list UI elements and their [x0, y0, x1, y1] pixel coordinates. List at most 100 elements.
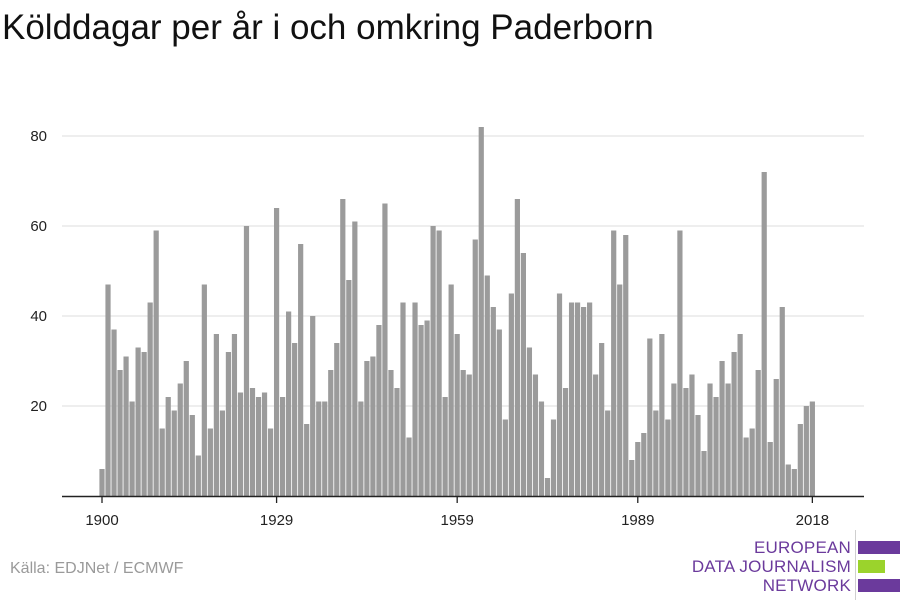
y-tick-label: 60: [30, 218, 47, 235]
x-tick-label: 1989: [621, 512, 654, 529]
bar: 1938: 28: [328, 370, 334, 496]
y-tick-label: 80: [30, 128, 47, 145]
y-tick-label: 40: [30, 308, 47, 325]
bar: 1968: 45: [508, 293, 514, 496]
bar: 1969: 66: [514, 199, 520, 496]
x-tick-label: 1900: [85, 512, 118, 529]
bar: 1993: 36: [659, 334, 665, 496]
bar: 1997: 24: [683, 388, 689, 496]
bar: 1959: 36: [454, 334, 460, 496]
bar: 2014: 7: [785, 464, 791, 496]
bar: 1978: 43: [568, 302, 575, 496]
bar: 1989: 12: [635, 442, 641, 496]
bar: 1909: 59: [153, 230, 159, 496]
bar: 1947: 65: [382, 203, 388, 496]
bar: 1926: 22: [255, 397, 262, 496]
bar: 1944: 30: [364, 361, 370, 496]
bar: 2015: 6: [791, 469, 797, 496]
bar: 1967: 17: [502, 419, 508, 496]
x-tick-label: 1929: [260, 512, 293, 529]
bar: 2012: 26: [773, 379, 779, 496]
bar: 1906: 33: [135, 347, 141, 496]
bar: 1988: 8: [629, 460, 635, 496]
bar: 1955: 60: [430, 226, 436, 496]
bar: 2010: 72: [761, 172, 767, 496]
bar: 1952: 43: [412, 302, 418, 496]
bar: 1911: 22: [165, 397, 171, 496]
bar: 1977: 24: [562, 388, 569, 496]
bar: 2008: 15: [749, 428, 755, 496]
bar: 1915: 18: [189, 415, 195, 496]
bar: 1922: 36: [231, 334, 238, 496]
bar: 1928: 15: [267, 428, 274, 496]
bar: 2018: 21: [809, 401, 815, 496]
bar: 1958: 47: [448, 284, 454, 496]
bar: 1945: 31: [370, 356, 376, 496]
logo-bar-green: [858, 560, 885, 573]
bar: 2009: 28: [755, 370, 761, 496]
bar: 1913: 25: [177, 383, 183, 496]
bar: 1901: 47: [105, 284, 111, 496]
source-note: Källa: EDJNet / ECMWF: [10, 560, 184, 577]
bar: 1960: 28: [460, 370, 466, 496]
bar: 2011: 12: [767, 442, 773, 496]
bar: 1925: 24: [249, 388, 256, 496]
bar: 1912: 19: [171, 410, 177, 496]
logo-line-1: EUROPEAN: [753, 538, 851, 557]
logo-line-2: DATA JOURNALISM: [691, 557, 851, 576]
bar: 1917: 47: [201, 284, 207, 496]
bar: 1975: 17: [550, 419, 557, 496]
bar: 1936: 21: [316, 401, 322, 496]
bar: 1999: 18: [695, 415, 701, 496]
bar: 1929: 64: [273, 208, 280, 496]
bar: 1972: 27: [532, 374, 539, 496]
bar: 1953: 38: [418, 325, 424, 496]
bar: 1956: 59: [436, 230, 442, 496]
bar: 2003: 30: [719, 361, 725, 496]
bar: 1966: 37: [496, 329, 502, 496]
bar: 1983: 34: [599, 343, 605, 496]
bar: 1905: 21: [129, 401, 135, 496]
bar: 1962: 57: [472, 239, 478, 496]
bar: 1935: 40: [310, 316, 316, 496]
bar: 2013: 42: [779, 307, 785, 496]
bar: 1903: 28: [117, 370, 123, 496]
gridlines: [62, 135, 864, 407]
logo-divider: [855, 530, 856, 600]
bar: 1950: 43: [400, 302, 406, 496]
bar: 2002: 22: [713, 397, 719, 496]
bar: 1954: 39: [424, 320, 430, 496]
bar: 2005: 32: [731, 352, 737, 496]
bar: 2006: 36: [737, 334, 743, 496]
bar: 1961: 27: [466, 374, 472, 496]
bar: 1940: 66: [340, 199, 346, 496]
bar: 1964: 49: [484, 275, 490, 496]
bar: 1907: 32: [141, 352, 147, 496]
bar: 1927: 23: [261, 392, 268, 496]
bar: 1918: 15: [207, 428, 213, 496]
bar: 1946: 38: [376, 325, 382, 496]
bar: 2000: 10: [701, 451, 707, 496]
x-tick-label: 2018: [796, 512, 829, 529]
bar: 1984: 19: [605, 410, 611, 496]
bar: 1921: 32: [225, 352, 232, 496]
bar: 1934: 16: [304, 424, 310, 496]
bar: 1942: 61: [352, 221, 358, 496]
bar: 1943: 21: [358, 401, 364, 496]
bar: 1976: 45: [556, 293, 563, 496]
logo-bar-purple-bottom: [858, 579, 900, 592]
bar: 1937: 21: [322, 401, 328, 496]
bar: 1994: 17: [665, 419, 671, 496]
bar: 1995: 25: [671, 383, 677, 496]
bar: 1971: 33: [526, 347, 533, 496]
bar: 1916: 9: [195, 455, 201, 496]
bar: 1949: 24: [394, 388, 400, 496]
edjnet-logo: EUROPEAN DATA JOURNALISM NETWORK: [690, 530, 900, 600]
logo-line-3: NETWORK: [762, 576, 851, 595]
bar-chart: 1900: 61901: 471902: 371903: 281904: 311…: [30, 127, 864, 529]
bar: 1970: 54: [520, 253, 526, 496]
bar: 2017: 20: [803, 406, 809, 496]
bar: 1933: 56: [298, 244, 304, 496]
bar: 1919: 36: [213, 334, 219, 496]
bar: 1965: 42: [490, 307, 496, 496]
